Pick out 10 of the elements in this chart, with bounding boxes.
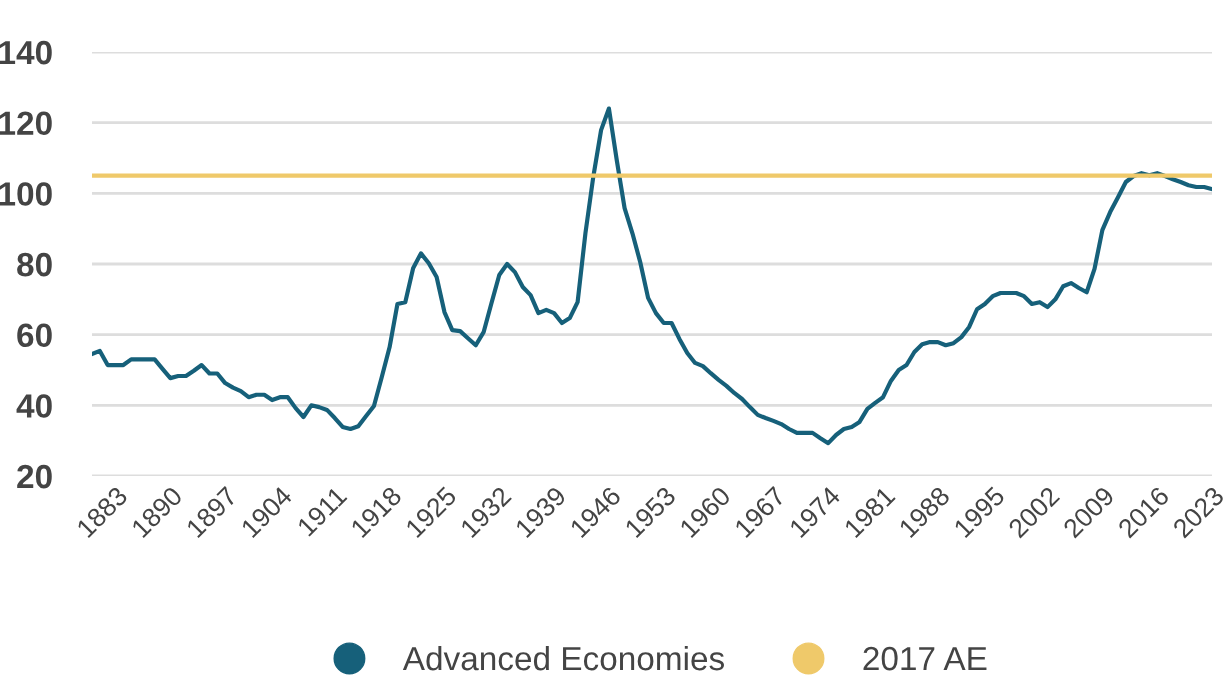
y-tick-label: 100 <box>0 182 52 206</box>
line-series <box>92 106 1212 446</box>
legend-label: 2017 AE <box>863 646 987 671</box>
y-tick-label: 120 <box>0 111 52 136</box>
y-tick-label: 40 <box>16 394 52 418</box>
y-tick-label: 60 <box>17 323 52 348</box>
y-tick-label: 140 <box>0 40 52 65</box>
y-tick-label: 20 <box>17 464 52 489</box>
legend-label: Advanced Economies <box>402 645 724 671</box>
y-tick-label: 80 <box>17 252 52 277</box>
